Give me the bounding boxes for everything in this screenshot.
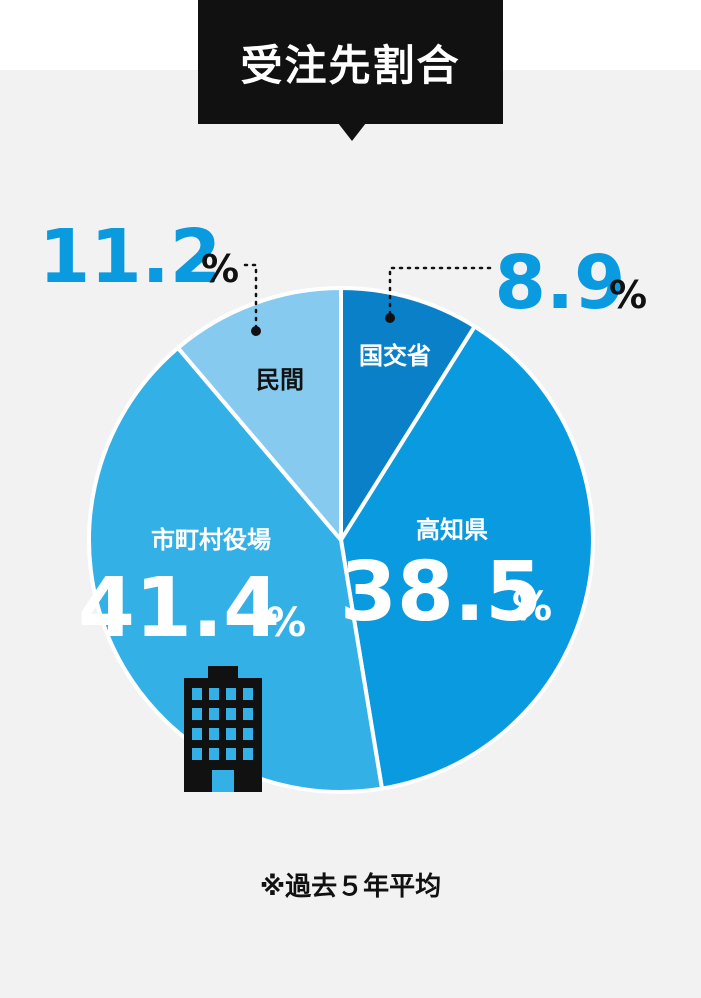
building-window bbox=[243, 748, 253, 760]
pie-slice bbox=[339, 324, 595, 791]
building-window bbox=[192, 748, 202, 760]
building-window bbox=[226, 688, 236, 700]
leader-line bbox=[238, 263, 258, 330]
value-label: 38.5 bbox=[340, 545, 542, 640]
unit-label: % bbox=[201, 247, 239, 291]
slice-label: 民間 bbox=[256, 366, 304, 394]
building-window bbox=[243, 688, 253, 700]
value-label: 8.9 bbox=[494, 240, 625, 326]
office-building-icon bbox=[184, 666, 262, 792]
slice-label: 高知県 bbox=[416, 516, 488, 544]
chart-title: 受注先割合 bbox=[198, 0, 503, 124]
building-window bbox=[192, 688, 202, 700]
leader-dot bbox=[251, 326, 261, 336]
pie-slice bbox=[175, 286, 343, 542]
leader-line bbox=[388, 266, 498, 316]
unit-label: % bbox=[512, 584, 552, 630]
title-pointer bbox=[338, 123, 366, 141]
building-window bbox=[192, 708, 202, 720]
building-window bbox=[209, 728, 219, 740]
footnote: ※過去５年平均 bbox=[259, 872, 442, 902]
building-window bbox=[226, 748, 236, 760]
value-label: 41.4 bbox=[78, 561, 280, 656]
building-window bbox=[226, 708, 236, 720]
leader-dot bbox=[385, 313, 395, 323]
slice-label: 市町村役場 bbox=[151, 526, 271, 554]
building-door bbox=[212, 770, 234, 792]
pie-slices bbox=[87, 286, 595, 794]
building-window bbox=[209, 748, 219, 760]
building-window bbox=[209, 688, 219, 700]
building-window bbox=[243, 728, 253, 740]
slice-label: 国交省 bbox=[359, 342, 431, 370]
pie-slice bbox=[339, 286, 477, 542]
building-roof bbox=[208, 666, 238, 678]
value-label: 11.2 bbox=[39, 214, 222, 300]
building-window bbox=[226, 728, 236, 740]
building-window bbox=[209, 708, 219, 720]
unit-label: % bbox=[609, 273, 647, 317]
unit-label: % bbox=[266, 600, 306, 646]
callout-leaders bbox=[238, 263, 498, 336]
building-window bbox=[243, 708, 253, 720]
building-window bbox=[192, 728, 202, 740]
pie-slice bbox=[87, 345, 384, 794]
